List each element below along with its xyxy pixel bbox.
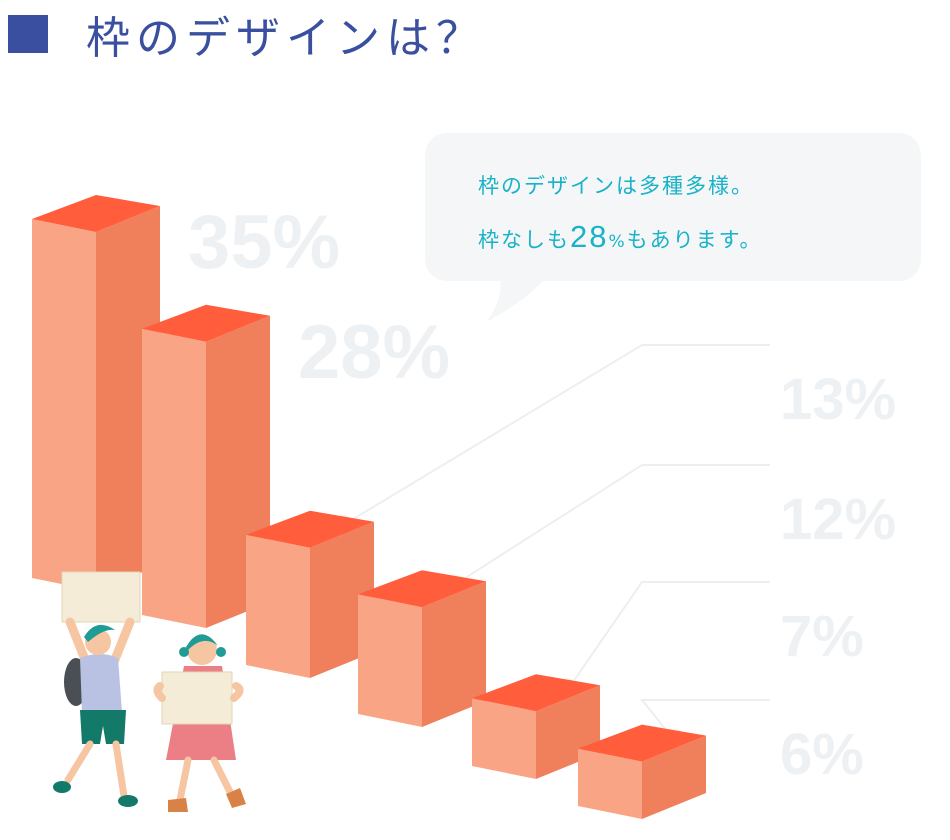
bar-side bbox=[422, 581, 486, 727]
bar-top bbox=[246, 510, 374, 548]
bar-front bbox=[142, 328, 206, 628]
value-label-3: 13% bbox=[780, 367, 896, 432]
bar-1 bbox=[32, 195, 160, 591]
bar-front bbox=[32, 219, 96, 591]
bubble-line-2-before: 枠なしも bbox=[478, 228, 570, 252]
value-label-6: 6% bbox=[780, 722, 864, 787]
bubble-line-2: 枠なしも28%もあります。 bbox=[478, 219, 763, 254]
leader-line-3 bbox=[341, 344, 770, 527]
value-label-1: 35% bbox=[188, 200, 340, 285]
bubble-line-1: 枠のデザインは多種多様。 bbox=[478, 174, 754, 198]
speech-bubble-body bbox=[425, 133, 921, 281]
boy-figure bbox=[53, 571, 141, 807]
bar-top bbox=[578, 724, 706, 762]
bar-front bbox=[578, 748, 642, 819]
speech-bubble-tail bbox=[486, 275, 548, 322]
page-title: 枠のデザインは？ bbox=[86, 13, 486, 64]
heading-square-icon bbox=[8, 15, 48, 53]
value-label-2: 28% bbox=[298, 310, 450, 395]
leader-line-6 bbox=[639, 699, 770, 741]
bar-3 bbox=[246, 510, 374, 678]
leader-line-5 bbox=[567, 581, 770, 690]
bubble-line-2-number: 28 bbox=[570, 219, 608, 254]
people-illustration bbox=[53, 571, 246, 812]
bubble-line-2-unit: % bbox=[608, 232, 626, 252]
bar-front bbox=[472, 698, 536, 779]
bar-front bbox=[358, 594, 422, 727]
girl-figure bbox=[153, 634, 246, 812]
speech-bubble: 枠のデザインは多種多様。 枠なしも28%もあります。 bbox=[425, 133, 921, 322]
value-label-5: 7% bbox=[780, 604, 864, 669]
bar-top bbox=[142, 304, 270, 342]
bar-6 bbox=[578, 724, 706, 819]
value-label-4: 12% bbox=[780, 487, 896, 552]
bar-top bbox=[358, 570, 486, 608]
bar-4 bbox=[358, 570, 486, 727]
heading: 枠のデザインは？ bbox=[8, 6, 486, 64]
leader-line-4 bbox=[453, 464, 770, 587]
bar-front bbox=[246, 534, 310, 678]
bar-top bbox=[32, 195, 160, 232]
bar-top bbox=[472, 674, 600, 712]
bar-side bbox=[642, 735, 706, 819]
bubble-line-2-after: もあります。 bbox=[627, 228, 763, 252]
